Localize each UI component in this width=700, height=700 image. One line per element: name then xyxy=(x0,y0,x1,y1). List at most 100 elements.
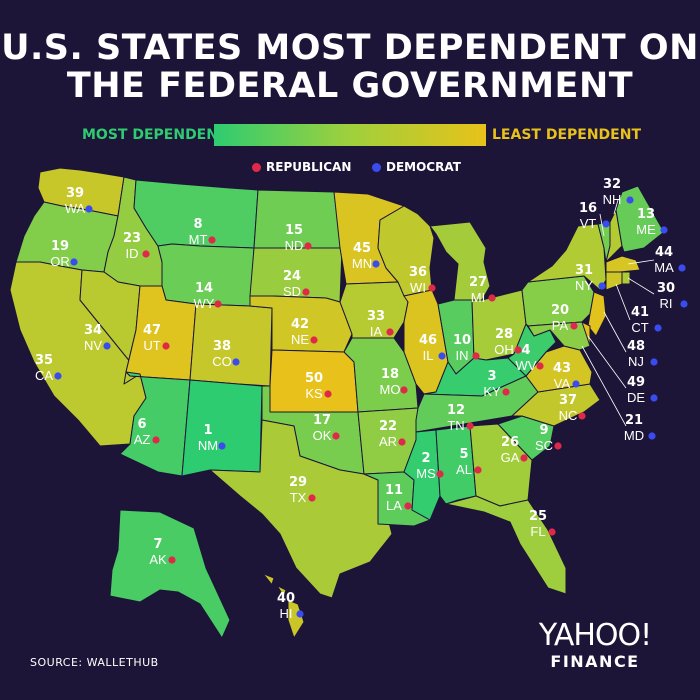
state-rank-in: 10 xyxy=(453,333,471,348)
party-dot-ak xyxy=(168,556,176,564)
legend-republican-label: REPUBLICAN xyxy=(266,160,352,174)
state-rank-tn: 12 xyxy=(447,403,465,418)
state-abbr-ok: OK xyxy=(313,428,332,443)
state-abbr-nv: NV xyxy=(84,338,102,353)
state-abbr-mn: MN xyxy=(352,256,372,271)
state-rank-al: 5 xyxy=(459,447,468,462)
state-rank-ne: 42 xyxy=(291,317,309,332)
state-abbr-co: CO xyxy=(212,354,232,369)
state-shape-hi xyxy=(263,573,305,639)
leader-line xyxy=(613,199,619,215)
leader-line xyxy=(615,283,631,321)
dependency-gradient-bar xyxy=(214,124,486,146)
state-abbr-ms: MS xyxy=(416,466,436,481)
party-dot-nd xyxy=(304,242,312,250)
state-shape-ak xyxy=(109,509,231,639)
state-rank-ut: 47 xyxy=(143,323,161,338)
party-dot-wi xyxy=(428,284,436,292)
state-abbr-mi: MI xyxy=(471,290,485,305)
title-line-2: THE FEDERAL GOVERNMENT xyxy=(66,66,634,106)
state-abbr-ga: GA xyxy=(501,450,520,465)
party-dot-il xyxy=(438,352,446,360)
party-dot-sc xyxy=(554,442,562,450)
party-dot-az xyxy=(152,436,160,444)
state-rank-co: 38 xyxy=(213,339,231,354)
state-rank-ma: 44 xyxy=(655,245,673,260)
state-rank-ca: 35 xyxy=(35,353,53,368)
party-dot-pa xyxy=(570,322,578,330)
state-rank-id: 23 xyxy=(123,231,141,246)
state-rank-ks: 50 xyxy=(305,371,323,386)
leader-line xyxy=(603,311,627,353)
state-abbr-nj: NJ xyxy=(628,354,644,369)
party-dot-ky xyxy=(502,388,510,396)
state-shape-fl xyxy=(445,495,567,595)
state-abbr-fl: FL xyxy=(530,524,545,539)
party-dot-or xyxy=(70,258,78,266)
state-rank-va: 43 xyxy=(553,361,571,376)
state-abbr-de: DE xyxy=(627,390,645,405)
leader-line xyxy=(599,213,605,237)
party-dot-fl xyxy=(548,528,556,536)
republican-dot-icon xyxy=(252,162,261,172)
party-dot-ok xyxy=(332,432,340,440)
party-dot-ga xyxy=(520,454,528,462)
party-dot-mn xyxy=(372,260,380,268)
state-abbr-or: OR xyxy=(50,254,70,269)
scale-label-most: MOST DEPENDENT xyxy=(82,127,228,143)
party-dot-in xyxy=(472,352,480,360)
state-abbr-in: IN xyxy=(456,348,469,363)
legend-democrat-label: DEMOCRAT xyxy=(386,160,461,174)
party-dot-de xyxy=(650,394,658,402)
state-rank-wa: 39 xyxy=(66,186,84,201)
party-dot-mt xyxy=(208,236,216,244)
party-dot-id xyxy=(142,250,150,258)
party-dot-nm xyxy=(218,442,226,450)
state-shape-ct xyxy=(605,271,623,291)
state-abbr-la: LA xyxy=(386,498,402,513)
party-dot-ne xyxy=(310,336,318,344)
party-dot-wv xyxy=(536,362,544,370)
state-abbr-nc: NC xyxy=(559,408,578,423)
state-rank-nc: 37 xyxy=(559,393,577,408)
party-dot-ar xyxy=(398,438,406,446)
logo-line-2: FINANCE xyxy=(550,652,640,671)
state-rank-ga: 26 xyxy=(501,435,519,450)
state-abbr-nh: NH xyxy=(603,192,622,207)
logo-line-1: YAHOO! xyxy=(538,618,652,653)
state-abbr-ct: CT xyxy=(631,320,648,335)
party-dot-sd xyxy=(302,288,310,296)
party-dot-mo xyxy=(400,386,408,394)
leader-line xyxy=(581,345,627,427)
state-abbr-ar: AR xyxy=(379,434,397,449)
state-abbr-ks: KS xyxy=(305,386,323,401)
yahoo-finance-logo: YAHOO! FINANCE xyxy=(520,620,670,672)
state-rank-wy: 14 xyxy=(195,281,213,296)
party-dot-ma xyxy=(678,264,686,272)
state-abbr-va: VA xyxy=(554,376,571,391)
state-abbr-me: ME xyxy=(636,222,656,237)
state-rank-mn: 45 xyxy=(353,241,371,256)
state-abbr-mt: MT xyxy=(189,232,208,247)
party-dot-vt xyxy=(602,220,610,228)
state-abbr-sd: SD xyxy=(283,284,301,299)
state-abbr-mo: MO xyxy=(380,382,401,397)
state-shape-az xyxy=(119,371,191,477)
party-dot-me xyxy=(660,226,668,234)
state-abbr-ne: NE xyxy=(291,332,309,347)
state-abbr-wy: WY xyxy=(194,296,215,311)
leader-line xyxy=(587,335,627,389)
state-rank-ak: 7 xyxy=(153,537,162,552)
state-rank-ok: 17 xyxy=(313,413,331,428)
state-abbr-nm: NM xyxy=(198,438,218,453)
state-abbr-pa: PA xyxy=(552,318,569,333)
state-rank-ct: 41 xyxy=(631,305,649,320)
state-rank-la: 11 xyxy=(385,483,403,498)
party-dot-nv xyxy=(103,342,111,350)
state-rank-wi: 36 xyxy=(409,265,427,280)
state-abbr-hi: HI xyxy=(280,606,293,621)
state-abbr-ky: KY xyxy=(483,384,501,399)
state-shape-ma xyxy=(605,255,641,273)
